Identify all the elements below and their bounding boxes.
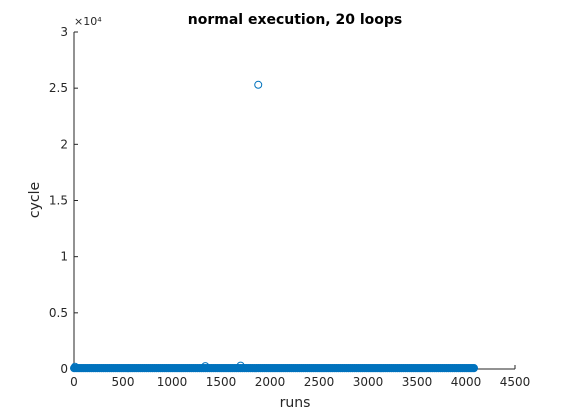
y-tick-label: 1.5 [49, 194, 68, 208]
y-tick-label: 2.5 [49, 81, 68, 95]
x-tick-label: 3000 [353, 375, 384, 389]
x-tick-label: 1500 [206, 375, 237, 389]
x-tick-label: 2000 [255, 375, 286, 389]
data-points [69, 80, 479, 373]
x-tick-label: 4000 [451, 375, 482, 389]
x-ticks: 0 500 1000 1500 2000 2500 3000 3500 4000 4500 [70, 365, 530, 389]
y-axis-label: cycle [27, 182, 43, 218]
data-point [469, 364, 479, 373]
plot-area: 0 500 1000 1500 2000 2500 3000 3500 4000 4500 0 0.… [49, 25, 530, 389]
x-tick-label: 1000 [157, 375, 188, 389]
chart-title: normal execution, 20 loops [188, 12, 403, 28]
y-tick-label: 0 [60, 362, 68, 376]
y-tick-label: 3 [60, 25, 68, 39]
data-point-outlier [70, 362, 79, 371]
data-point-outlier [201, 362, 210, 371]
y-axis-exponent: ×10⁴ [74, 15, 102, 28]
data-point-outlier [236, 361, 245, 370]
y-ticks: 0 0.5 1 1.5 2 2.5 3 [49, 25, 78, 376]
y-tick-label: 2 [60, 137, 68, 151]
x-tick-label: 3500 [402, 375, 433, 389]
data-point-outlier [254, 80, 263, 89]
x-tick-label: 500 [112, 375, 135, 389]
y-tick-label: 1 [60, 250, 68, 264]
x-axis-label: runs [280, 395, 311, 411]
x-tick-label: 4500 [500, 375, 531, 389]
y-tick-label: 0.5 [49, 306, 68, 320]
x-tick-label: 0 [70, 375, 78, 389]
x-tick-label: 2500 [304, 375, 335, 389]
